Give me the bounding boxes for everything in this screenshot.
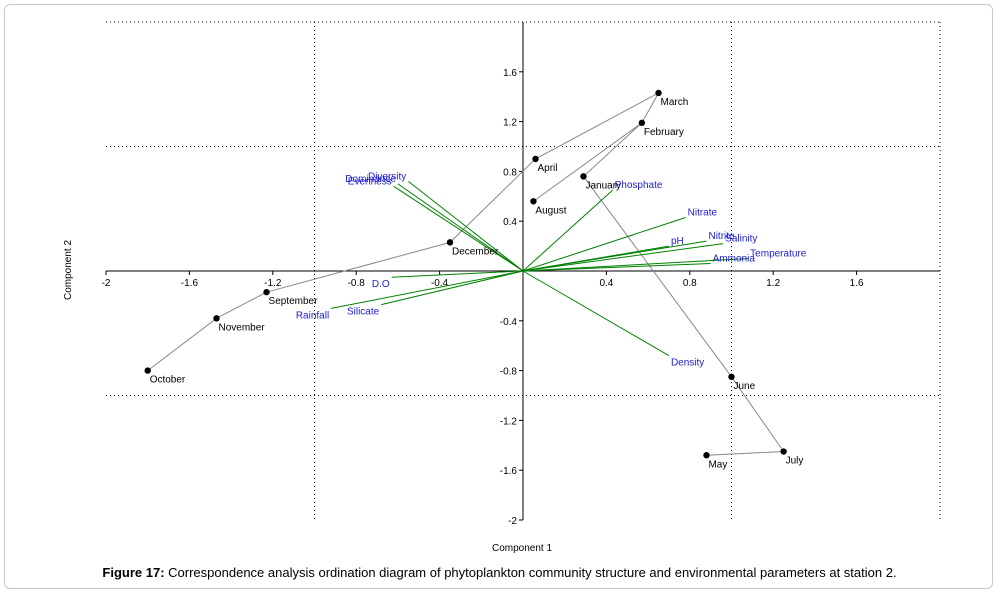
caption-text: Correspondence analysis ordination diagr… <box>164 565 897 580</box>
site-point <box>532 155 539 163</box>
y-tick-label: 1.6 <box>503 68 517 79</box>
x-tick-label: -0.8 <box>348 278 366 289</box>
x-tick-label: -1.2 <box>264 278 282 289</box>
figure-frame <box>4 4 993 589</box>
site-label: March <box>661 97 689 108</box>
variable-label: Silicate <box>347 307 380 318</box>
y-tick-label: 0.4 <box>503 217 517 228</box>
variable-vector <box>522 216 686 272</box>
variable-label: Salinity <box>725 234 757 245</box>
y-axis-label: Component 2 <box>63 240 74 300</box>
site-point <box>728 373 735 381</box>
variable-vector <box>393 185 524 272</box>
y-tick-label: -1.6 <box>500 466 518 477</box>
site-label: November <box>219 322 266 333</box>
site-point <box>263 288 270 296</box>
site-point <box>703 452 710 459</box>
caption-figure-number: Figure 17: <box>102 565 165 580</box>
site-point <box>580 173 587 180</box>
x-tick-label: 0.8 <box>683 278 697 289</box>
site-points: March February April January August December S… <box>144 89 804 470</box>
site-label: June <box>734 381 756 392</box>
site-point <box>638 119 646 127</box>
y-tick-label: -2 <box>508 516 517 527</box>
y-tick-label: 1.2 <box>503 118 517 129</box>
y-tick-label: -0.4 <box>500 317 518 328</box>
site-point <box>446 239 454 246</box>
y-tick-label: 0.8 <box>503 167 517 178</box>
site-label: May <box>708 459 727 470</box>
x-tick-label: -0.4 <box>431 278 449 289</box>
x-tick-label: 0.4 <box>599 278 613 289</box>
variable-label: Density <box>671 358 704 369</box>
site-point <box>530 198 537 205</box>
variable-label: Dominance <box>345 174 396 185</box>
site-label: February <box>644 127 684 138</box>
variable-vector <box>522 243 724 272</box>
x-axis-label: Component 1 <box>492 543 552 554</box>
ordination-plot: -2 -1.6 -1.2 -0.8 -0.4 0.4 0.8 1.2 1.6 1.6 1.2 0.8 0… <box>63 21 941 554</box>
variable-vector <box>391 270 524 278</box>
site-label: April <box>538 163 558 174</box>
variable-label: Phosphate <box>615 180 663 191</box>
variable-label: pH <box>671 236 684 247</box>
site-label: December <box>452 246 499 257</box>
site-label: August <box>535 205 566 216</box>
variable-vector <box>408 180 524 272</box>
site-label: January <box>585 180 621 191</box>
x-tick-label: 1.6 <box>850 278 864 289</box>
x-tick-label: -2 <box>102 278 111 289</box>
variable-label: Ammonia <box>713 254 756 265</box>
site-point <box>655 89 662 97</box>
site-point <box>144 367 151 374</box>
variable-vector <box>522 240 707 272</box>
variable-vector <box>381 270 524 306</box>
variable-label: Temperature <box>750 249 807 260</box>
site-label: September <box>269 296 319 307</box>
variable-label: Nitrate <box>688 207 718 218</box>
variable-vector <box>397 183 524 272</box>
x-tick-label: 1.2 <box>766 278 780 289</box>
site-label: October <box>150 375 186 386</box>
figure-caption: Figure 17: Correspondence analysis ordin… <box>0 565 999 580</box>
site-point <box>213 315 220 322</box>
variable-label: D.O <box>372 279 390 290</box>
variable-label: Rainfall <box>296 310 329 321</box>
variable-vector <box>522 189 613 272</box>
site-label: July <box>786 456 804 467</box>
x-tick-label: -1.6 <box>181 278 199 289</box>
variable-vector <box>522 263 711 272</box>
tick-labels: -2 -1.6 -1.2 -0.8 -0.4 0.4 0.8 1.2 1.6 1.6 1.2 0.8 0… <box>102 68 864 527</box>
variable-vector <box>331 270 524 309</box>
variable-label: Diversity <box>368 171 406 182</box>
variable-vector <box>522 258 749 272</box>
y-tick-label: -1.2 <box>500 416 518 427</box>
variable-label: Nitrite <box>708 231 735 242</box>
variable-label: Evenness <box>348 176 392 187</box>
y-tick-label: -0.8 <box>500 367 518 378</box>
site-path-line <box>533 122 643 202</box>
variable-vector <box>522 270 670 357</box>
site-point <box>780 448 787 455</box>
